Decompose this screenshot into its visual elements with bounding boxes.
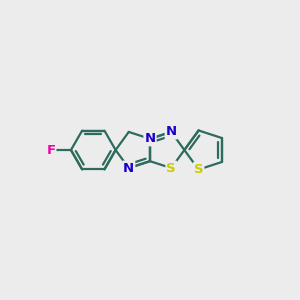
Text: N: N — [123, 162, 134, 175]
Text: N: N — [166, 125, 177, 138]
Text: S: S — [167, 162, 176, 175]
Text: F: F — [46, 143, 56, 157]
Text: S: S — [194, 163, 203, 176]
Text: N: N — [144, 132, 156, 145]
